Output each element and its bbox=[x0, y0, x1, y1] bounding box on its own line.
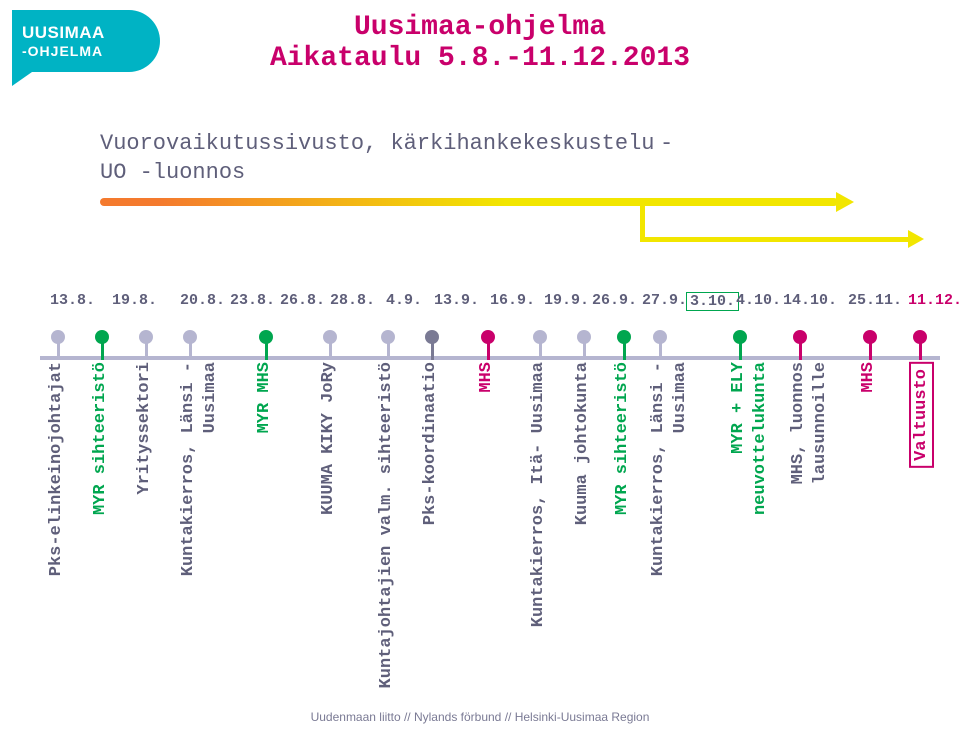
marker-label: MYR sihteeristö bbox=[91, 362, 110, 515]
date-label: 26.9. bbox=[592, 292, 637, 309]
date-label: 28.8. bbox=[330, 292, 375, 309]
marker-label: MHS bbox=[477, 362, 496, 393]
date-label: 13.9. bbox=[434, 292, 479, 309]
flow-arrow bbox=[100, 198, 910, 238]
marker-label: MHS, luonnos bbox=[789, 362, 808, 484]
marker-label: Kuuma johtokunta bbox=[573, 362, 592, 525]
date-label: 13.8. bbox=[50, 292, 95, 309]
marker-label: neuvottelukunta bbox=[751, 362, 770, 515]
date-label: 26.8. bbox=[280, 292, 325, 309]
date-label: 4.9. bbox=[386, 292, 422, 309]
marker-label: lausunnoille bbox=[811, 362, 830, 484]
date-label: 27.9. bbox=[642, 292, 687, 309]
subtitle-line-1: Vuorovaikutussivusto, kärkihankekeskuste… bbox=[100, 130, 860, 159]
marker-label: Kuntakierros, Länsi - bbox=[649, 362, 668, 576]
date-row: 13.8. 19.8. 20.8. 23.8. 26.8. 28.8. 4.9. 13.9. 1… bbox=[40, 292, 960, 322]
marker-label: MYR + ELY bbox=[729, 362, 748, 454]
date-label: 19.8. bbox=[112, 292, 157, 309]
date-label: 3.10. bbox=[686, 292, 739, 311]
date-label: 23.8. bbox=[230, 292, 275, 309]
date-label: 20.8. bbox=[180, 292, 225, 309]
date-label: 19.9. bbox=[544, 292, 589, 309]
subtitle-line-2: UO -luonnos bbox=[100, 159, 860, 188]
marker-label: Kuntakierros, Länsi - bbox=[179, 362, 198, 576]
date-label: 11.12. bbox=[908, 292, 960, 309]
date-label: 4.10. bbox=[736, 292, 781, 309]
marker-label: Pks-koordinaatio bbox=[421, 362, 440, 525]
title-line-1: Uusimaa-ohjelma bbox=[0, 12, 960, 43]
marker-label: MYR MHS bbox=[255, 362, 274, 433]
marker-label: Pks-elinkeinojohtajat bbox=[47, 362, 66, 576]
marker-label: Yrityssektori bbox=[135, 362, 154, 495]
footer-text: Uudenmaan liitto // Nylands förbund // H… bbox=[0, 710, 960, 724]
subtitle-dash: - bbox=[660, 130, 673, 159]
marker-label: Kuntakierros, Itä- Uusimaa bbox=[529, 362, 548, 627]
date-label: 16.9. bbox=[490, 292, 535, 309]
marker-label: Uusimaa bbox=[671, 362, 690, 433]
page-title: Uusimaa-ohjelma Aikataulu 5.8.-11.12.201… bbox=[0, 12, 960, 74]
subtitle: Vuorovaikutussivusto, kärkihankekeskuste… bbox=[100, 130, 860, 187]
marker-label: Valtuusto bbox=[909, 362, 934, 468]
marker-label: Uusimaa bbox=[201, 362, 220, 433]
marker-label: MYR sihteeristö bbox=[613, 362, 632, 515]
title-line-2: Aikataulu 5.8.-11.12.2013 bbox=[0, 43, 960, 74]
date-label: 14.10. bbox=[783, 292, 837, 309]
date-label: 25.11. bbox=[848, 292, 902, 309]
timeline-axis: Pks-elinkeinojohtajatMYR sihteeristöYrit… bbox=[40, 356, 940, 360]
marker-label: KUUMA KIKY JoRy bbox=[319, 362, 338, 515]
marker-label: MHS bbox=[859, 362, 878, 393]
marker-label: Kuntajohtajien valm. sihteeristö bbox=[377, 362, 396, 688]
